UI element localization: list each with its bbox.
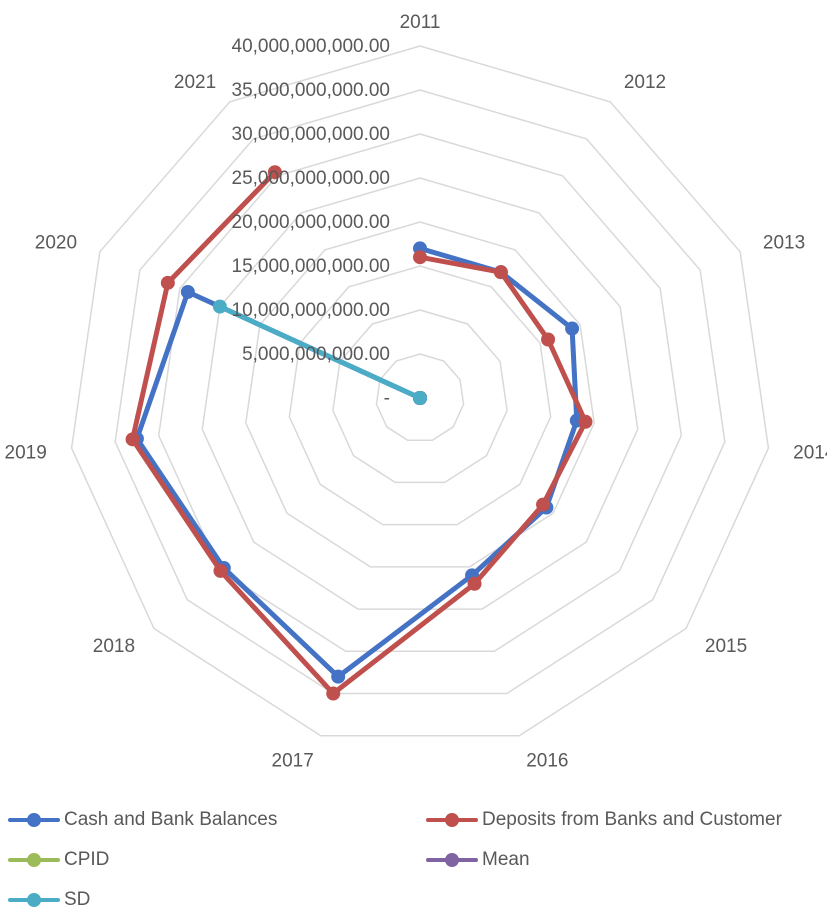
series-point-0-2013 — [565, 321, 580, 336]
series-point-0-2017 — [331, 669, 346, 684]
category-labels: 2011 2012 2013 2014 2015 2016 2017 2018 2019 2020… — [5, 12, 827, 772]
grid-ring-2 — [332, 309, 508, 484]
grid-ring-8 — [70, 45, 770, 737]
grid-ring-6 — [157, 133, 683, 653]
legend-label-cpid: CPID — [64, 849, 110, 870]
radial-tick-labels: - 5,000,000,000.00 10,000,000,000.00 15,000… — [232, 36, 391, 409]
category-label-2012: 2012 — [624, 72, 666, 93]
radial-tick-label-0: - — [384, 388, 390, 409]
category-label-2011: 2011 — [400, 12, 441, 33]
series-point-1-2020 — [160, 275, 175, 290]
series-point-1-2018 — [213, 563, 228, 578]
legend-swatch-cpid — [6, 845, 62, 875]
category-label-2017: 2017 — [272, 751, 314, 772]
series-point-0-2020 — [180, 284, 195, 299]
series-point-1-2017 — [326, 686, 341, 701]
radar-chart: - 5,000,000,000.00 10,000,000,000.00 15,000… — [5, 12, 827, 772]
radial-tick-label-6: 30,000,000,000.00 — [232, 124, 391, 145]
category-label-2018: 2018 — [93, 636, 135, 657]
grid-ring-3 — [288, 265, 552, 526]
legend-item-deposits[interactable]: Deposits from Banks and Customer — [424, 805, 782, 835]
series-point-4-center — [413, 391, 427, 405]
category-label-2021: 2021 — [174, 72, 216, 93]
legend-swatch-cash — [6, 805, 62, 835]
legend-swatch-mean — [424, 845, 480, 875]
category-label-2016: 2016 — [526, 751, 568, 772]
series-point-1-2021 — [267, 165, 282, 180]
category-label-2020: 2020 — [35, 232, 77, 253]
grid-ring-1 — [375, 353, 465, 441]
series-line-4 — [217, 304, 423, 401]
legend-item-sd[interactable]: SD — [6, 885, 90, 915]
series-point-1-2012 — [493, 265, 508, 280]
radial-tick-label-8: 40,000,000,000.00 — [232, 36, 391, 57]
legend-swatch-sd — [6, 885, 62, 915]
radar-series — [125, 165, 593, 701]
series-point-1-2016 — [467, 576, 482, 591]
grid-ring-7 — [114, 89, 726, 695]
legend-label-cash: Cash and Bank Balances — [64, 809, 278, 830]
legend-item-cpid[interactable]: CPID — [6, 845, 109, 875]
series-line-1 — [130, 170, 588, 697]
series-point-1-2014 — [578, 414, 593, 429]
category-label-2013: 2013 — [763, 232, 805, 253]
radial-tick-label-3: 15,000,000,000.00 — [232, 256, 391, 277]
series-point-1-2019 — [125, 432, 140, 447]
legend: Cash and Bank Balances Deposits from Ban… — [0, 800, 827, 917]
radial-tick-label-5: 25,000,000,000.00 — [232, 168, 391, 189]
grid-ring-4 — [245, 221, 595, 568]
radar-grid — [70, 45, 770, 737]
grid-ring-5 — [201, 177, 639, 610]
series-point-1-2011 — [413, 250, 427, 265]
legend-item-mean[interactable]: Mean — [424, 845, 530, 875]
legend-label-mean: Mean — [482, 849, 530, 870]
radial-tick-label-7: 35,000,000,000.00 — [232, 80, 391, 101]
category-label-2014: 2014 — [793, 443, 827, 464]
legend-item-cash[interactable]: Cash and Bank Balances — [6, 805, 277, 835]
legend-swatch-deposits — [424, 805, 480, 835]
series-point-1-2015 — [536, 497, 551, 512]
category-label-2015: 2015 — [705, 636, 747, 657]
category-label-2019: 2019 — [5, 443, 47, 464]
legend-label-sd: SD — [64, 889, 91, 910]
radial-tick-label-4: 20,000,000,000.00 — [232, 212, 391, 233]
radial-tick-label-1: 5,000,000,000.00 — [242, 344, 390, 365]
series-point-4-2020 — [212, 299, 227, 314]
series-point-1-2013 — [541, 332, 556, 347]
legend-label-deposits: Deposits from Banks and Customer — [482, 809, 782, 830]
radial-tick-label-2: 10,000,000,000.00 — [232, 300, 391, 321]
